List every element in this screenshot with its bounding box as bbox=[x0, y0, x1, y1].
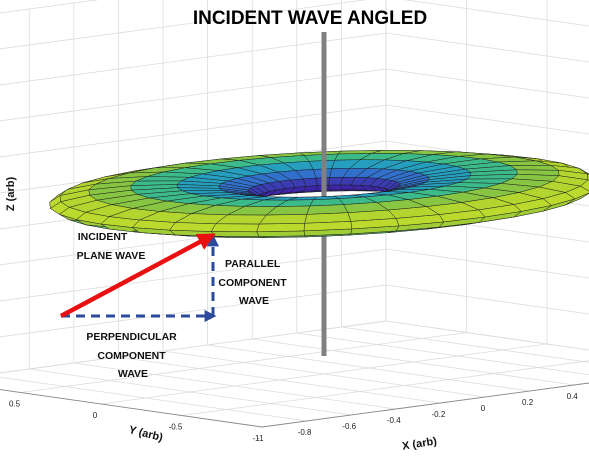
z-axis-label: Z (arb) bbox=[5, 177, 17, 212]
side-wall-gridline bbox=[385, 248, 589, 279]
x-tick-label: 0.4 bbox=[567, 392, 579, 401]
side-wall-gridline bbox=[385, 284, 589, 315]
parallel-label-line: COMPONENT bbox=[218, 277, 287, 289]
side-wall-gridline bbox=[385, 104, 589, 135]
surface-patch bbox=[169, 222, 216, 232]
axis-line bbox=[261, 382, 589, 428]
y-tick-label: -1 bbox=[252, 434, 260, 443]
surface-patch bbox=[211, 223, 260, 233]
side-wall-gridline bbox=[385, 68, 589, 99]
back-wall-gridline bbox=[0, 68, 387, 122]
y-tick-label: 0 bbox=[93, 411, 98, 420]
y-axis-label: Y (arb) bbox=[127, 424, 164, 444]
floor-gridline bbox=[341, 326, 589, 363]
x-tick-label: -0.8 bbox=[298, 428, 312, 437]
x-tick-label: 0 bbox=[481, 404, 486, 413]
floor-gridline bbox=[100, 343, 548, 405]
x-tick-label: 0.2 bbox=[522, 398, 534, 407]
floor-gridline bbox=[0, 320, 387, 374]
x-axis-label: X (arb) bbox=[401, 435, 438, 452]
x-tick-label: -1 bbox=[256, 434, 264, 443]
incident-label: INCIDENT PLANE WAVE bbox=[77, 231, 146, 262]
tick-labels: -1-0.8-0.6-0.4-0.200.20.40.60.81-1-0.8-0… bbox=[9, 392, 579, 443]
incident-arrow bbox=[59, 233, 216, 318]
x-tick-label: -0.4 bbox=[387, 416, 401, 425]
back-wall-gridline bbox=[0, 248, 387, 302]
x-tick-label: -0.2 bbox=[432, 410, 446, 419]
side-wall-gridline bbox=[385, 32, 589, 63]
surface-patch bbox=[211, 231, 260, 237]
perpendicular-label-line: PERPENDICULAR bbox=[86, 331, 177, 343]
floor-gridline bbox=[20, 332, 467, 393]
perpendicular-label-line: COMPONENT bbox=[97, 350, 166, 362]
surface-patch bbox=[256, 223, 305, 233]
surface-patch bbox=[302, 177, 318, 187]
parallel-label-line: PARALLEL bbox=[225, 258, 281, 270]
x-tick-label: -0.6 bbox=[342, 422, 356, 431]
grid-lines bbox=[0, 0, 589, 428]
axis-line bbox=[0, 389, 263, 428]
surface-patch bbox=[510, 165, 559, 171]
surface-patch bbox=[258, 214, 308, 225]
surface-patch bbox=[578, 167, 589, 175]
parallel-label: PARALLEL COMPONENT WAVE bbox=[218, 258, 289, 307]
floor-gridline bbox=[181, 360, 589, 416]
parallel-label-line: WAVE bbox=[239, 295, 269, 307]
torus-surface bbox=[49, 150, 589, 238]
perpendicular-label-line: WAVE bbox=[118, 368, 148, 380]
y-tick-label: -0.5 bbox=[169, 423, 183, 432]
floor-gridline bbox=[0, 376, 307, 422]
y-tick-label: 0.5 bbox=[9, 400, 21, 409]
back-wall-gridline bbox=[0, 284, 387, 338]
incident-label-line: INCIDENT bbox=[78, 231, 128, 243]
back-wall-gridline bbox=[0, 0, 100, 14]
chart-title: INCIDENT WAVE ANGLED bbox=[193, 8, 427, 29]
back-wall-gridline bbox=[0, 32, 387, 86]
surface-patch bbox=[478, 204, 522, 218]
perpendicular-label: PERPENDICULAR COMPONENT WAVE bbox=[86, 331, 179, 380]
incident-label-line: PLANE WAVE bbox=[77, 250, 146, 262]
